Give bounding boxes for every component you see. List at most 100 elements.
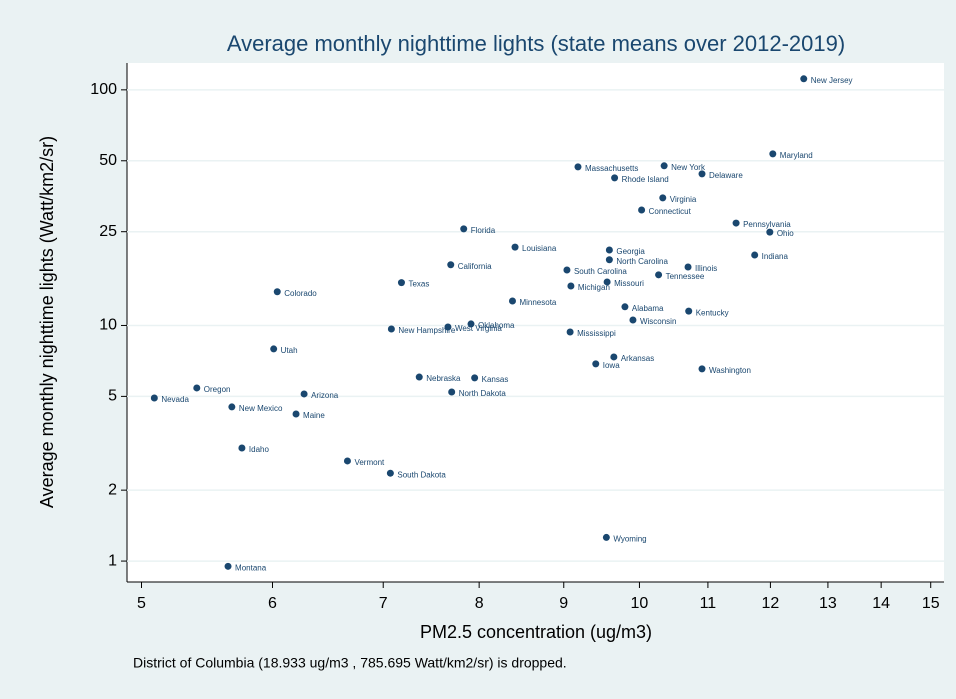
point-label: Vermont: [354, 458, 385, 467]
point: [574, 163, 582, 171]
point-label: Montana: [235, 563, 267, 572]
x-axis-label: PM2.5 concentration (ug/m3): [420, 622, 652, 642]
point-label: Indiana: [762, 252, 789, 261]
x-tick-label: 11: [700, 595, 717, 612]
point-label: North Carolina: [616, 257, 668, 266]
point-label: Idaho: [249, 445, 270, 454]
point: [659, 194, 667, 202]
x-tick-label: 15: [922, 595, 940, 612]
point-label: Washington: [709, 366, 751, 375]
point: [611, 174, 619, 182]
x-tick-label: 10: [631, 595, 649, 612]
point-label: Kansas: [482, 375, 509, 384]
point: [766, 228, 774, 236]
point-label: New Mexico: [239, 404, 283, 413]
point: [193, 384, 201, 392]
point-label: Maine: [303, 411, 325, 420]
point: [292, 410, 300, 418]
point-label: Michigan: [578, 283, 610, 292]
point: [660, 162, 668, 170]
point-label: Alabama: [632, 304, 664, 313]
point-label: Rhode Island: [622, 175, 669, 184]
point: [655, 271, 663, 279]
point-label: New Hampshire: [398, 326, 455, 335]
point: [629, 316, 637, 324]
x-tick-label: 7: [379, 595, 388, 612]
x-tick-label: 14: [872, 595, 890, 612]
y-tick-label: 25: [99, 223, 117, 240]
note: District of Columbia (18.933 ug/m3 , 785…: [133, 655, 567, 671]
point-label: Nebraska: [426, 374, 461, 383]
x-tick-label: 5: [137, 595, 146, 612]
x-tick-label: 8: [475, 595, 484, 612]
point-label: South Dakota: [397, 470, 446, 479]
point-label: Virginia: [670, 195, 697, 204]
point: [467, 320, 475, 328]
point-label: Nevada: [161, 395, 189, 404]
x-tick-label: 12: [762, 595, 780, 612]
point-label: Colorado: [284, 289, 317, 298]
point-label: Arizona: [311, 391, 339, 400]
point: [685, 307, 693, 315]
point-label: North Dakota: [459, 389, 507, 398]
y-tick-label: 100: [90, 81, 117, 98]
point-label: Massachusetts: [585, 164, 638, 173]
x-tick-label: 6: [268, 595, 277, 612]
point: [800, 75, 808, 83]
y-tick-label: 10: [99, 317, 117, 334]
point: [343, 457, 351, 465]
point: [603, 278, 611, 286]
point: [610, 353, 618, 361]
point: [605, 246, 613, 254]
y-tick-label: 2: [108, 481, 117, 498]
point: [273, 288, 281, 296]
point-label: Utah: [281, 346, 298, 355]
point-label: Ohio: [777, 229, 794, 238]
point: [444, 323, 452, 331]
point: [415, 373, 423, 381]
point: [511, 243, 519, 251]
point-label: Pennsylvania: [743, 220, 791, 229]
point: [684, 263, 692, 271]
point-label: New York: [671, 163, 706, 172]
point: [228, 403, 236, 411]
point: [567, 282, 575, 290]
point-label: West Virginia: [455, 324, 502, 333]
point: [508, 297, 516, 305]
point: [224, 562, 232, 570]
point-label: Wisconsin: [640, 317, 676, 326]
x-tick-label: 13: [819, 595, 837, 612]
point: [732, 219, 740, 227]
point: [751, 251, 759, 259]
point-label: Minnesota: [519, 298, 556, 307]
point: [769, 150, 777, 158]
point-label: Connecticut: [649, 207, 692, 216]
point-label: Wyoming: [613, 535, 646, 544]
point: [698, 170, 706, 178]
point-label: Iowa: [603, 361, 620, 370]
y-tick-label: 50: [99, 152, 117, 169]
point: [563, 266, 571, 274]
point: [605, 256, 613, 264]
x-tick-label: 9: [559, 595, 568, 612]
plot-area: [127, 63, 944, 582]
y-tick-label: 1: [108, 552, 117, 569]
y-axis-label: Average monthly nighttime lights (Watt/k…: [37, 136, 57, 508]
point-label: Delaware: [709, 171, 743, 180]
point: [386, 469, 394, 477]
point: [460, 225, 468, 233]
point: [592, 360, 600, 368]
point-label: Oklahoma: [478, 321, 515, 330]
point: [471, 374, 479, 382]
point-label: California: [458, 262, 492, 271]
point-label: Texas: [408, 280, 429, 289]
point-label: Maryland: [780, 151, 813, 160]
point: [448, 388, 456, 396]
point: [447, 261, 455, 269]
point-label: Kentucky: [696, 308, 729, 317]
point-label: New Jersey: [811, 76, 853, 85]
point: [566, 328, 574, 336]
chart-title: Average monthly nighttime lights (state …: [227, 31, 845, 56]
